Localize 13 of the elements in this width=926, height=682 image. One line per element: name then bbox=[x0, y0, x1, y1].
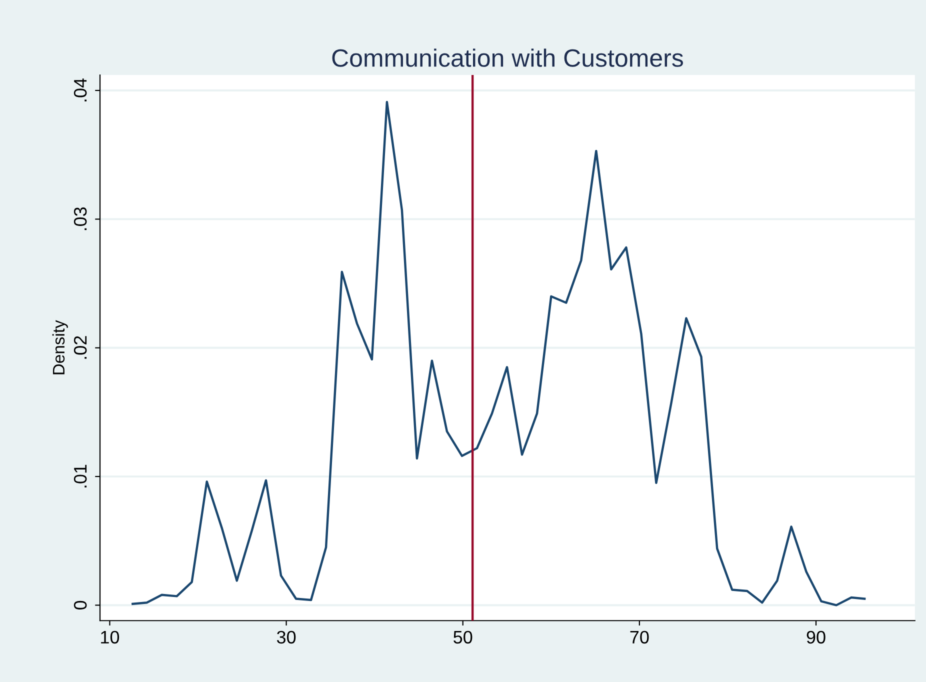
x-tick-label: 30 bbox=[276, 630, 296, 644]
y-tick-label: .04 bbox=[74, 78, 87, 102]
x-tick-label: 50 bbox=[454, 630, 472, 644]
x-tick-label: 10 bbox=[101, 630, 120, 644]
y-axis-title: Density bbox=[52, 320, 68, 374]
y-tick-label: .01 bbox=[74, 464, 87, 488]
y-tick-label: .03 bbox=[74, 207, 87, 230]
x-tick-label: 90 bbox=[806, 630, 826, 644]
chart-title: Communication with Customers bbox=[332, 48, 683, 67]
y-tick-label: 0 bbox=[74, 600, 87, 610]
x-tick-label: 70 bbox=[630, 630, 649, 644]
line-series bbox=[132, 100, 866, 606]
y-tick-label: .02 bbox=[74, 336, 87, 359]
